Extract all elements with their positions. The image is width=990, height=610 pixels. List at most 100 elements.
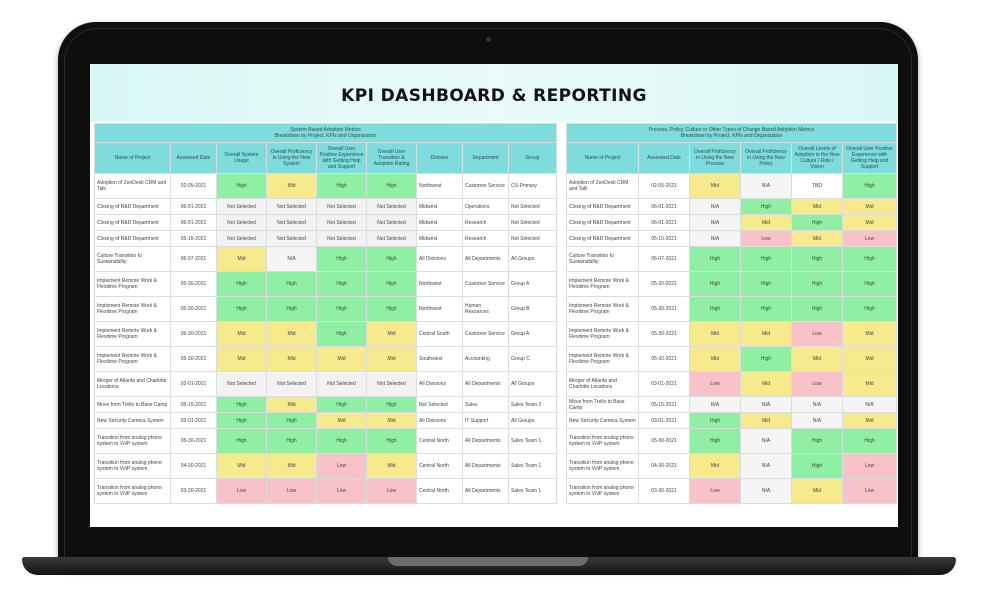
table-row: Merger of Atlanta and Charlotte Location… (94, 371, 557, 397)
project-name-cell: Transition from analog phone system to V… (566, 453, 639, 479)
column-header-name-of-project: Name of Project (566, 142, 639, 174)
org-cell: Operations (462, 198, 509, 215)
rating-cell: High (689, 412, 741, 429)
dashboard-banner: KPI DASHBOARD & REPORTING (90, 64, 898, 122)
org-cell: All Departments (462, 478, 509, 504)
org-cell: Midwest (416, 214, 463, 231)
rating-cell: Not Selected (216, 230, 267, 247)
rating-cell: Not Selected (316, 198, 367, 215)
date-cell: 03-30-2021 (638, 478, 690, 504)
column-header-assessed-date: Assessed Date (170, 142, 217, 174)
date-cell: 03-01-2021 (638, 412, 690, 429)
rating-cell: High (791, 214, 843, 231)
rating-cell: Mid (791, 478, 843, 504)
rating-cell: N/A (689, 214, 741, 231)
rating-cell: High (266, 296, 317, 322)
org-cell: Accounting (462, 346, 509, 372)
table-row: Closing of R&D Department 06-01-2021 N/A Hi… (566, 198, 898, 215)
org-cell: All Departments (462, 453, 509, 479)
process-table-super-header: Process, Policy, Culture or Other Types … (565, 123, 898, 143)
rating-cell: High (689, 271, 741, 297)
org-cell: Northwest (416, 173, 463, 199)
date-cell: 03-01-2021 (170, 412, 217, 429)
table-row: Transition from analog phone system to V… (566, 453, 898, 479)
rating-cell: N/A (740, 173, 792, 199)
rating-cell: N/A (740, 453, 792, 479)
rating-cell: Mid (216, 346, 267, 372)
system-table-super-header: System Based Adoption Metrics Breakdown … (94, 123, 557, 143)
date-cell: 05-30-2021 (170, 296, 217, 322)
rating-cell: High (366, 173, 417, 199)
rating-cell: High (366, 396, 417, 413)
org-cell: Central North (416, 428, 463, 454)
column-header-name-of-project: Name of Project (94, 142, 171, 174)
column-header-overall-user-positive-experience-with-getting-help-and-support: Overall User Positive Experience with Ge… (841, 142, 898, 174)
org-cell: Not Selected (416, 396, 463, 413)
rating-cell: High (841, 296, 898, 322)
table-row: New Security Camera System 03-01-2021 High… (94, 412, 557, 429)
rating-cell: High (316, 173, 367, 199)
table-row: Transition from analog phone system to V… (94, 478, 557, 504)
org-cell: All Divisions (416, 246, 463, 272)
rating-cell: High (841, 173, 898, 199)
rating-cell: Mid (216, 321, 267, 347)
org-cell: Central North (416, 453, 463, 479)
date-cell: 05-30-2021 (638, 296, 690, 322)
table-row: Move from Trello to Base Camp 05-15-2021 H… (94, 396, 557, 413)
date-cell: 06-01-2021 (170, 198, 217, 215)
date-cell: 05-30-2021 (170, 346, 217, 372)
table-row: Merger of Atlanta and Charlotte Location… (566, 371, 898, 397)
rating-cell: High (366, 428, 417, 454)
rating-cell: High (266, 271, 317, 297)
date-cell: 05-30-2021 (638, 428, 690, 454)
rating-cell: High (791, 271, 843, 297)
rating-cell: Not Selected (366, 214, 417, 231)
dashboard-screen: KPI DASHBOARD & REPORTING System Based A… (90, 64, 898, 527)
rating-cell: High (791, 296, 843, 322)
project-name-cell: Move from Trello to Base Camp (94, 396, 171, 413)
project-name-cell: Culture Transition to Sustainability (566, 246, 639, 272)
org-cell: CS-Primary (508, 173, 557, 199)
date-cell: 06-01-2021 (638, 214, 690, 231)
org-cell: All Groups (508, 412, 557, 429)
rating-cell: TBD (791, 173, 843, 199)
rating-cell: Mid (740, 214, 792, 231)
column-header-assessed-date: Assessed Date (638, 142, 690, 174)
rating-cell: Low (316, 453, 367, 479)
rating-cell: Mid (841, 371, 898, 397)
rating-cell: High (216, 396, 267, 413)
rating-cell: Mid (366, 346, 417, 372)
table-row: Culture Transition to Sustainability 06-0… (94, 246, 557, 272)
rating-cell: Mid (266, 321, 317, 347)
rating-cell: Low (216, 478, 267, 504)
org-cell: Sales Team 1 (508, 478, 557, 504)
project-name-cell: Closing of R&D Department (566, 198, 639, 215)
date-cell: 03-01-2021 (638, 371, 690, 397)
rating-cell: Mid (791, 346, 843, 372)
table-row: Closing of R&D Department 06-01-2021 Not S… (94, 214, 557, 231)
rating-cell: Not Selected (316, 214, 367, 231)
date-cell: 05-15-2021 (638, 230, 690, 247)
org-cell: Group C (508, 346, 557, 372)
project-name-cell: Implement Remote Work & Flexitime Progra… (94, 296, 171, 322)
org-cell: All Groups (508, 371, 557, 397)
column-header-overall-user-positive-experience-with-getting-help-and-support: Overall User Positive Experience with Ge… (316, 142, 367, 174)
rating-cell: Mid (266, 396, 317, 413)
rating-cell: Low (689, 478, 741, 504)
project-name-cell: New Security Camera System (566, 412, 639, 429)
org-cell: Research (462, 230, 509, 247)
project-name-cell: Implement Remote Work & Flexitime Progra… (94, 321, 171, 347)
project-name-cell: Transition from analog phone system to V… (566, 428, 639, 454)
rating-cell: N/A (740, 396, 792, 413)
rating-cell: Low (316, 478, 367, 504)
date-cell: 05-15-2021 (638, 396, 690, 413)
project-name-cell: Transition from analog phone system to V… (566, 478, 639, 504)
org-cell: Sales Team 2 (508, 396, 557, 413)
rating-cell: Low (689, 371, 741, 397)
rating-cell: Not Selected (266, 198, 317, 215)
column-header-overall-proficiency-in-using-the-new-process: Overall Proficiency in Using the New Pro… (689, 142, 741, 174)
org-cell: Group A (508, 271, 557, 297)
org-cell: Customer Service (462, 173, 509, 199)
rating-cell: High (316, 396, 367, 413)
project-name-cell: Closing of R&D Department (566, 230, 639, 247)
